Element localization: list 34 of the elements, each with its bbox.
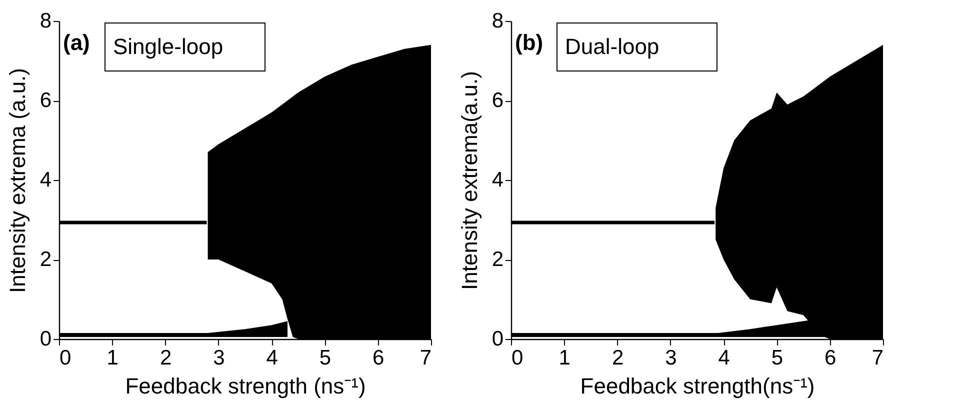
x-tick-label: 0 [60,346,72,370]
annotation: (a) [63,30,90,55]
y-tick-label: 0 [40,328,52,350]
y-axis-title: Intensity extrema (a.u.) [4,68,30,293]
x-tick-label: 7 [872,346,884,370]
x-tick-label: 3 [665,346,677,370]
x-tick-label: 1 [106,346,118,370]
y-tick-label: 6 [492,89,504,112]
x-tick-label: 5 [319,346,332,370]
y-axis-title: Intensity extrema(a.u.) [456,71,482,290]
annotation: Dual-loop [565,34,660,59]
annotation: (b) [515,30,544,55]
x-tick-label: 0 [512,346,524,370]
x-tick-label: 5 [771,346,784,370]
x-tick-label: 4 [718,346,730,370]
x-tick-label: 2 [612,346,624,370]
y-tick-label: 8 [40,10,52,32]
y-tick-label: 0 [492,328,504,350]
y-tick-label: 2 [492,248,504,271]
y-tick-label: 4 [40,168,52,192]
x-tick-label: 4 [266,346,278,370]
x-tick-label: 7 [420,346,432,370]
y-tick-label: 6 [40,89,52,112]
x-tick-label: 6 [372,346,384,370]
x-tick-label: 2 [160,346,172,370]
y-tick-label: 4 [492,168,504,192]
y-tick-label: 8 [492,10,504,32]
x-tick-label: 6 [824,346,836,370]
x-tick-label: 3 [213,346,225,370]
y-tick-label: 2 [40,248,52,271]
annotation: Single-loop [113,34,224,59]
x-tick-label: 1 [558,346,570,370]
x-axis-title: Feedback strength(ns⁻¹) [580,374,815,398]
x-axis-title: Feedback strength (ns⁻¹) [125,374,366,398]
